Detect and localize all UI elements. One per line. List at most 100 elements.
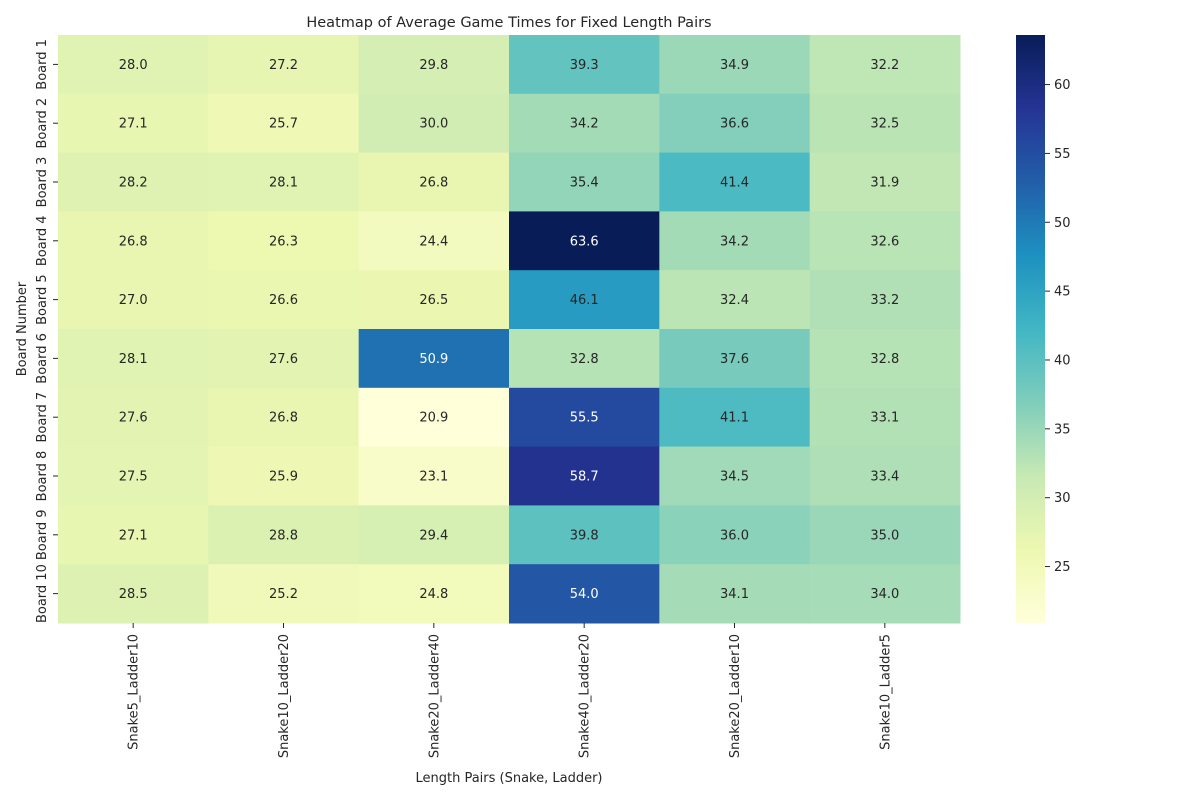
y-tick-label: Board 3	[35, 157, 50, 208]
heatmap-cell	[358, 564, 510, 624]
heatmap-cell	[509, 93, 660, 154]
x-tick-label: Snake20_Ladder10	[728, 634, 743, 758]
heatmap-cell	[509, 564, 660, 624]
y-tick-label: Board 8	[35, 451, 50, 502]
heatmap-cell	[509, 329, 660, 389]
cell-value-label: 34.0	[870, 587, 899, 602]
cell-value-label: 28.1	[119, 352, 148, 367]
y-tick-label: Board 1	[35, 39, 50, 90]
heatmap-cell	[659, 387, 811, 448]
heatmap-cell	[509, 152, 660, 212]
cell-value-label: 26.8	[119, 234, 148, 249]
cell-value-label: 27.6	[269, 352, 298, 367]
y-tick-label: Board 4	[35, 215, 50, 266]
y-tick-label: Board 10	[35, 564, 50, 623]
cell-value-label: 55.5	[570, 411, 599, 426]
heatmap-cell	[809, 93, 961, 154]
cell-value-label: 27.0	[119, 293, 148, 308]
cell-value-label: 28.1	[269, 176, 298, 191]
x-tick-label: Snake10_Ladder5	[878, 634, 893, 750]
cell-value-label: 34.2	[720, 234, 749, 249]
cell-value-label: 26.8	[269, 411, 298, 426]
heatmap-cell	[509, 270, 660, 330]
cell-value-label: 33.2	[870, 293, 899, 308]
heatmap-cell	[358, 35, 510, 95]
cell-value-label: 32.8	[870, 352, 899, 367]
cell-value-label: 24.8	[419, 587, 448, 602]
colorbar-tick-label: 55	[1054, 147, 1071, 162]
cell-value-label: 29.8	[419, 58, 448, 73]
cell-value-label: 27.6	[119, 411, 148, 426]
heatmap-cell	[208, 93, 360, 154]
heatmap-cell	[509, 211, 660, 271]
cell-value-label: 27.1	[119, 528, 148, 543]
heatmap-cell	[809, 152, 961, 212]
cell-value-label: 58.7	[570, 470, 599, 485]
colorbar: 25 30 35 40 45 50 55 60	[1016, 35, 1071, 623]
cell-value-label: 23.1	[419, 470, 448, 485]
heatmap-cell	[659, 152, 811, 212]
cell-value-label: 34.9	[720, 58, 749, 73]
heatmap-cell	[659, 564, 811, 624]
cell-value-label: 33.1	[870, 411, 899, 426]
x-tick-label: Snake10_Ladder20	[277, 634, 292, 758]
cell-value-label: 39.3	[570, 58, 599, 73]
heatmap-cell	[809, 564, 961, 624]
heatmap-cell	[358, 152, 510, 212]
x-tick-label: Snake40_Ladder20	[578, 634, 593, 758]
heatmap-cell	[208, 270, 360, 330]
colorbar-tick-label: 40	[1054, 353, 1071, 368]
heatmap-cell	[358, 387, 510, 448]
heatmap-cell	[809, 329, 961, 389]
cell-value-label: 54.0	[570, 587, 599, 602]
heatmap-cell	[659, 35, 811, 95]
cell-value-label: 26.8	[419, 176, 448, 191]
cell-value-label: 26.3	[269, 234, 298, 249]
heatmap-cell	[58, 152, 209, 212]
cell-value-label: 28.0	[119, 58, 148, 73]
heatmap-cell	[208, 505, 360, 565]
heatmap-cell	[58, 564, 209, 624]
heatmap-cell	[809, 35, 961, 95]
chart-title: Heatmap of Average Game Times for Fixed …	[306, 15, 711, 31]
heatmap-cell	[659, 211, 811, 271]
heatmap-cell	[809, 211, 961, 271]
cell-value-label: 25.9	[269, 470, 298, 485]
heatmap-cell	[509, 387, 660, 448]
colorbar-tick-label: 50	[1054, 216, 1071, 231]
cell-value-label: 27.2	[269, 58, 298, 73]
y-tick-label: Board 5	[35, 274, 50, 325]
cell-value-label: 29.4	[419, 528, 448, 543]
cell-value-label: 25.7	[269, 117, 298, 132]
x-axis-label: Length Pairs (Snake, Ladder)	[415, 771, 602, 786]
heatmap-cell	[358, 446, 510, 506]
heatmap-cell	[509, 35, 660, 95]
colorbar-tick-label: 35	[1054, 422, 1071, 437]
heatmap-cell	[659, 93, 811, 154]
cell-value-label: 28.8	[269, 528, 298, 543]
cell-value-label: 26.5	[419, 293, 448, 308]
cell-value-label: 28.5	[119, 587, 148, 602]
cell-value-label: 27.1	[119, 117, 148, 132]
y-tick-label: Board 9	[35, 509, 50, 560]
cell-value-label: 63.6	[570, 234, 599, 249]
heatmap-cell	[208, 152, 360, 212]
heatmap-cell	[809, 270, 961, 330]
cell-value-label: 28.2	[119, 176, 148, 191]
heatmap-cell	[208, 564, 360, 624]
heatmap-cell	[58, 93, 209, 154]
cell-value-label: 36.6	[720, 117, 749, 132]
heatmap-cell	[809, 505, 961, 565]
cell-value-label: 41.1	[720, 411, 749, 426]
colorbar-tick-label: 25	[1054, 560, 1071, 575]
colorbar-tick-label: 30	[1054, 491, 1071, 506]
y-axis-label: Board Number	[15, 281, 30, 376]
cell-value-label: 35.4	[570, 176, 599, 191]
cell-value-label: 32.8	[570, 352, 599, 367]
x-axis-ticks: Snake5_Ladder10 Snake10_Ladder20 Snake20_L…	[127, 623, 893, 758]
heatmap-cell	[208, 446, 360, 506]
heatmap-cell	[58, 387, 209, 448]
heatmap-cell	[659, 270, 811, 330]
heatmap-cell	[809, 446, 961, 506]
